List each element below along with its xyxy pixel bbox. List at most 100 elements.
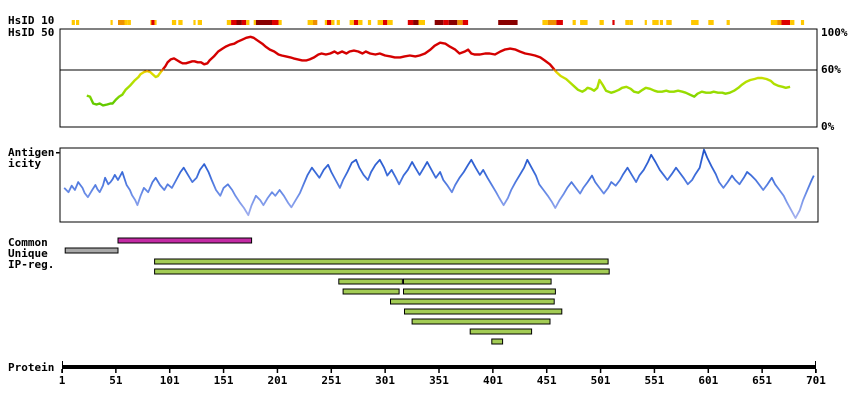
protein-axis-tick-label: 651: [752, 374, 772, 387]
protein-axis-tick-label: 501: [591, 374, 611, 387]
antigenicity-panel-border: [59, 147, 819, 223]
hsid10-strip-segment: [193, 20, 196, 25]
hsid10-strip-segment: [253, 20, 256, 25]
ip-region-bar: [390, 298, 555, 305]
hsid10-strip-segment: [655, 20, 659, 25]
hsid10-strip-segment: [278, 20, 282, 25]
ip-reg-label: IP-reg.: [8, 258, 55, 271]
hsid10-strip-segment: [236, 20, 242, 25]
hsid10-strip-segment: [781, 20, 791, 25]
unique-label: Unique: [8, 247, 48, 260]
hsid10-strip-segment: [151, 20, 155, 25]
hsid10-strip-segment: [367, 20, 372, 25]
hsid10-strip-segment: [118, 20, 125, 25]
y-label-0pct: 0%: [821, 120, 835, 133]
ip-region-bar: [342, 288, 400, 295]
ip-region-bar: [154, 258, 609, 265]
hsid10-strip-segment: [413, 20, 419, 25]
protein-axis-bar: [62, 365, 816, 369]
ip-region-bar: [403, 278, 552, 285]
hsid10-strip-segment: [418, 20, 425, 25]
hsid10-strip-segment: [625, 20, 630, 25]
ip-region-bar: [338, 278, 403, 285]
hsid10-strip-segment: [387, 20, 393, 25]
hsid10-strip-segment: [462, 20, 469, 25]
hsid10-strip-segment: [255, 20, 273, 25]
hsid10-strip-segment: [691, 20, 699, 25]
hsid10-strip-segment: [434, 20, 444, 25]
protein-axis-tick-label: 251: [321, 374, 341, 387]
hsid10-strip-segment: [331, 20, 335, 25]
hsid10-strip-segment: [353, 20, 359, 25]
protein-axis-label: Protein: [8, 361, 55, 374]
hsid10-strip-segment: [652, 20, 656, 25]
hsid10-strip-segment: [71, 20, 75, 25]
hsid10-strip-segment: [547, 20, 557, 25]
unique-region-bar: [64, 247, 119, 254]
ip-region-bar: [403, 288, 556, 295]
hsid10-strip-segment: [612, 20, 615, 25]
hsid10-strip-segment: [154, 20, 157, 25]
hsid10-strip-segment: [770, 20, 778, 25]
hsid10-strip-segment: [327, 20, 332, 25]
hsid10-strip-segment: [498, 20, 518, 25]
hsid10-strip-segment: [349, 20, 354, 25]
antigenicity-line: [63, 148, 815, 220]
protein-axis-tick-label: 401: [483, 374, 503, 387]
protein-axis-tick-label: 51: [109, 374, 123, 387]
hsid10-strip-segment: [407, 20, 414, 25]
hsid10-strip-segment: [150, 20, 153, 25]
hsid10-strip-segment: [457, 20, 463, 25]
protein-axis-tick-label: 151: [214, 374, 234, 387]
hsid10-strip-segment: [178, 20, 183, 25]
hsid10-strip-segment: [629, 20, 633, 25]
hsid10-strip-segment: [324, 20, 327, 25]
hsid10-strip-segment: [800, 20, 805, 25]
hsid10-label: HsID 10: [8, 14, 55, 27]
hsid10-strip-segment: [231, 20, 237, 25]
hsid10-strip-segment: [580, 20, 588, 25]
hsid10-strip-segment: [76, 20, 80, 25]
hsid10-strip-segment: [708, 20, 714, 25]
protein-axis-tick-label: 301: [375, 374, 395, 387]
ip-region-bar: [154, 268, 610, 275]
y-label-60pct: 60%: [821, 63, 841, 76]
hsid10-strip-segment: [313, 20, 318, 25]
hsid10-strip-segment: [336, 20, 340, 25]
protein-axis-tick-label: 551: [644, 374, 664, 387]
hsid10-strip-segment: [443, 20, 449, 25]
hsid10-strip-segment: [377, 20, 383, 25]
hsid10-strip-segment: [246, 20, 250, 25]
hsid-panel-border: [59, 28, 818, 128]
hsid50-line: [86, 35, 791, 107]
protein-axis-tick-label: 101: [160, 374, 180, 387]
hsid10-strip-segment: [726, 20, 730, 25]
antigenicity-label-line2: icity: [8, 157, 42, 170]
hsid10-strip-segment: [241, 20, 247, 25]
hsid10-strip-segment: [542, 20, 548, 25]
ip-region-bar: [491, 338, 504, 345]
hsid10-strip-segment: [599, 20, 604, 25]
protein-axis-tick-label: 601: [698, 374, 718, 387]
hsid10-strip-segment: [197, 20, 202, 25]
hsid10-strip-segment: [644, 20, 647, 25]
common-region-bar: [117, 237, 253, 244]
hsid10-strip-segment: [110, 20, 113, 25]
protein-axis-tick-label: 1: [59, 374, 66, 387]
hsid10-strip-segment: [659, 20, 663, 25]
hsid10-strip-segment: [790, 20, 795, 25]
protein-axis-tick-label: 451: [537, 374, 557, 387]
hsid10-strip-segment: [358, 20, 363, 25]
ip-region-bar: [404, 308, 563, 315]
hsid10-strip-segment: [307, 20, 313, 25]
protein-axis-tick-label: 201: [267, 374, 287, 387]
hsid10-strip-segment: [448, 20, 458, 25]
ip-region-bar: [411, 318, 551, 325]
common-label: Common: [8, 236, 48, 249]
hsid50-label: HsID 50: [8, 26, 55, 39]
hsid10-strip-segment: [666, 20, 672, 25]
ip-region-bar: [469, 328, 533, 335]
hsid10-strip-segment: [777, 20, 782, 25]
